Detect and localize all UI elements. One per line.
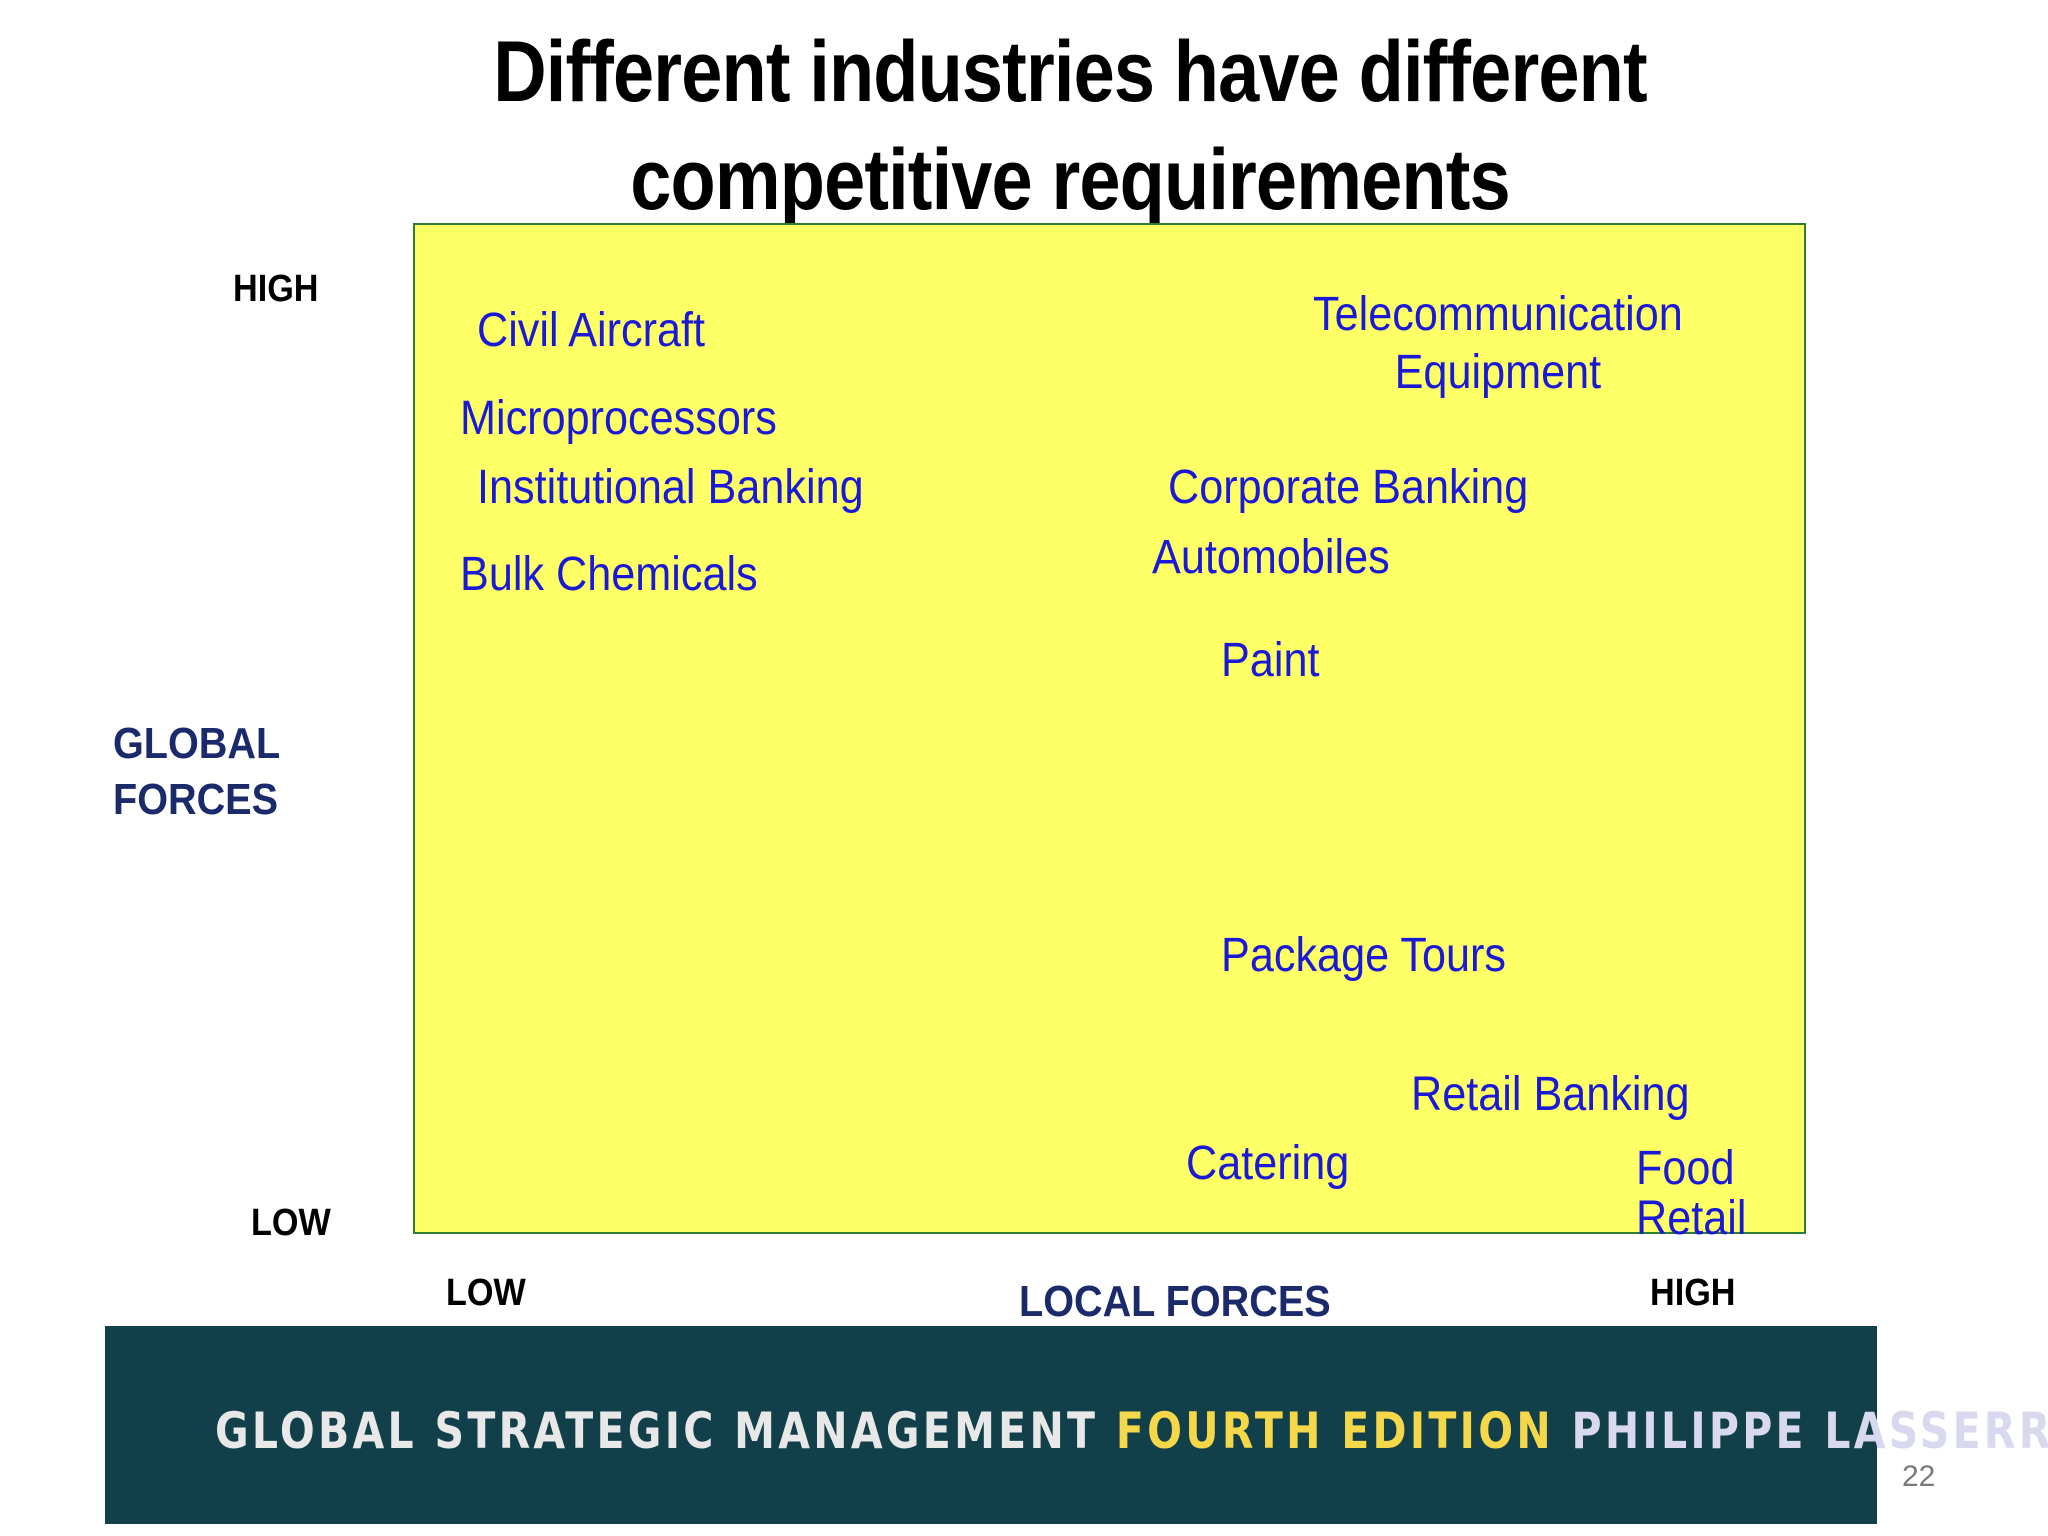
footer-edition: FOURTH EDITION	[1115, 1402, 1554, 1460]
industry-paint: Paint	[1221, 634, 1320, 687]
y-axis-title-line-2: FORCES	[113, 775, 279, 824]
y-axis-low-label: LOW	[251, 1202, 331, 1244]
quadrant-box	[413, 223, 1806, 1234]
y-axis-title-line-1: GLOBAL	[113, 719, 281, 768]
industry-civil-aircraft: Civil Aircraft	[477, 304, 706, 357]
telecom-line-1: Telecommunication	[1313, 288, 1683, 341]
industry-package-tours: Package Tours	[1221, 929, 1506, 982]
footer-author: PHILIPPE LASSERRE	[1571, 1402, 2048, 1460]
industry-institutional-banking: Institutional Banking	[477, 461, 864, 514]
title-line-2: competitive requirements	[630, 132, 1510, 228]
industry-microprocessors: Microprocessors	[460, 392, 777, 445]
industry-automobiles: Automobiles	[1152, 531, 1390, 584]
food-retail-line-1: Food	[1636, 1142, 1735, 1195]
y-axis-title: GLOBAL FORCES	[113, 716, 280, 828]
slide-title: Different industries have different comp…	[408, 18, 1732, 234]
x-axis-title: LOCAL FORCES	[1019, 1277, 1331, 1326]
food-retail-line-2: Retail	[1636, 1192, 1747, 1245]
telecom-line-2: Equipment	[1394, 346, 1602, 399]
y-axis-high-label: HIGH	[233, 268, 319, 310]
footer-text: GLOBAL STRATEGIC MANAGEMENT FOURTH EDITI…	[215, 1402, 2048, 1460]
industry-bulk-chemicals: Bulk Chemicals	[460, 548, 758, 601]
footer-banner: GLOBAL STRATEGIC MANAGEMENT FOURTH EDITI…	[105, 1326, 2048, 1524]
industry-corporate-banking: Corporate Banking	[1168, 461, 1529, 514]
x-axis-low-label: LOW	[446, 1272, 526, 1314]
title-line-1: Different industries have different	[493, 24, 1647, 120]
x-axis-high-label: HIGH	[1650, 1272, 1736, 1314]
page-number: 22	[1902, 1460, 1936, 1493]
industry-telecommunication-equipment: Telecommunication Equipment	[1313, 286, 1683, 402]
industry-food-retail: Food Retail	[1636, 1144, 1746, 1244]
industry-retail-banking: Retail Banking	[1411, 1068, 1690, 1121]
industry-catering: Catering	[1186, 1137, 1350, 1190]
footer-book-title: GLOBAL STRATEGIC MANAGEMENT	[215, 1402, 1099, 1460]
